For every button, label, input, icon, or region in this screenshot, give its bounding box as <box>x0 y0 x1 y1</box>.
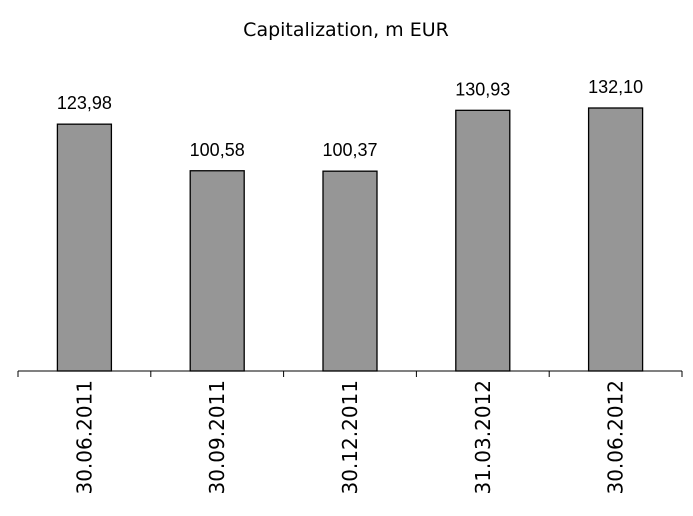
x-tick-label: 30.09.2011 <box>205 380 229 495</box>
value-label: 123,98 <box>57 93 112 113</box>
x-tick-label: 30.06.2012 <box>604 380 628 495</box>
value-label: 132,10 <box>588 77 643 97</box>
bar <box>455 109 511 372</box>
bar <box>322 170 378 372</box>
chart-title: Capitalization, m EUR <box>243 19 449 41</box>
bar <box>587 107 644 372</box>
value-label: 100,58 <box>190 140 245 160</box>
bar <box>56 123 113 372</box>
x-tick-label: 30.12.2011 <box>338 380 362 495</box>
value-label: 100,37 <box>322 140 377 160</box>
bar <box>189 170 245 372</box>
x-tick-label: 30.06.2011 <box>72 380 96 495</box>
x-tick-label: 31.03.2012 <box>471 380 495 495</box>
value-label: 130,93 <box>455 79 510 99</box>
